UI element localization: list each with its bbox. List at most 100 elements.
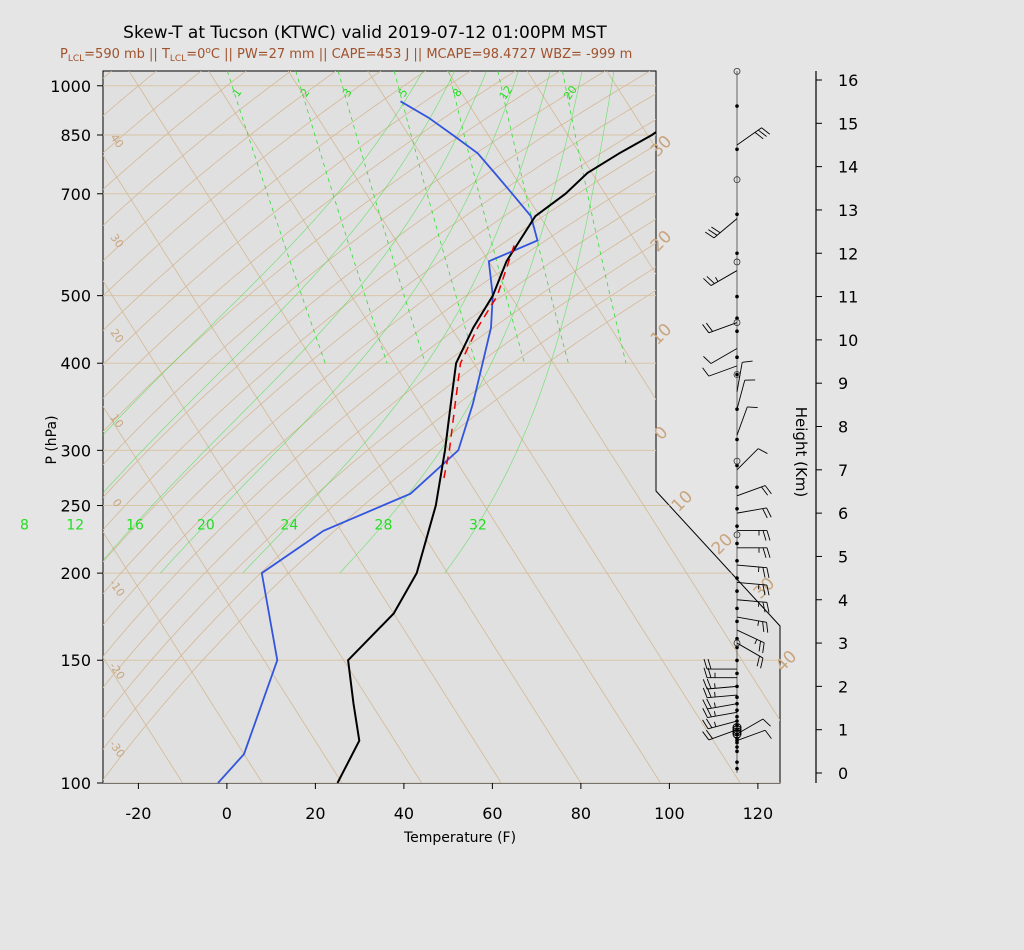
wind-barb-flag <box>705 322 713 332</box>
wind-barb-shaft <box>710 270 738 286</box>
info-plcl-value: =590 mb || <box>84 47 162 62</box>
info-tlcl-unit: C <box>211 47 220 62</box>
wind-level-dot <box>735 104 739 108</box>
wind-barb-flag <box>706 678 712 689</box>
wind-barb-shaft <box>708 729 738 741</box>
wind-barb-flag <box>766 584 770 596</box>
wind-barb-shaft <box>736 729 766 741</box>
dry-adiabat <box>103 71 471 783</box>
wind-barb-flag <box>742 360 753 363</box>
parcel-line <box>442 245 515 483</box>
wind-barb-half <box>714 721 717 727</box>
calm-wind-circle <box>732 723 742 733</box>
height-tick-label: 16 <box>838 71 858 90</box>
wind-barb-flag <box>702 699 708 710</box>
wind-barb-shaft <box>736 642 764 659</box>
height-tick-label: 13 <box>838 201 858 220</box>
wind-level-dot <box>735 506 739 511</box>
p-tick-label: 500 <box>60 287 91 306</box>
wind-level-dot <box>735 463 739 468</box>
wind-level-dot <box>735 576 739 580</box>
info-tlcl-symbol: T <box>161 47 170 62</box>
wind-barb-shaft <box>707 685 738 690</box>
wind-barb-flag <box>703 278 712 286</box>
wind-barbs <box>702 67 772 773</box>
dry-adiabat <box>103 71 740 783</box>
dry-adiabat <box>103 71 337 783</box>
height-tick-label: 5 <box>838 547 848 566</box>
wind-barb-flag <box>762 601 766 613</box>
wind-barb-flag <box>766 622 769 633</box>
moist-adiabat-label: 20 <box>197 517 215 533</box>
wind-barb-flag <box>766 547 771 558</box>
p-tick-label: 150 <box>60 651 91 670</box>
isotherm-line <box>103 71 422 783</box>
info-plcl-subscript: LCL <box>68 54 84 64</box>
height-tick-label: 9 <box>838 374 848 393</box>
height-tick-label: 11 <box>838 288 858 307</box>
dry-adiabat <box>103 71 202 783</box>
wind-barb-flag <box>764 729 772 739</box>
p-tick-label: 400 <box>60 354 91 373</box>
wind-barb-flag <box>761 486 769 496</box>
moist-adiabat <box>444 71 615 574</box>
chart-info-line: PLCL=590 mb || TLCL=0oC || PW=27 mm || C… <box>60 46 632 64</box>
wind-barb-half <box>715 277 719 282</box>
wind-barb-shaft <box>736 564 767 569</box>
wind-barb-shaft <box>736 616 767 623</box>
wind-barb-flag <box>706 707 712 718</box>
wind-level-dot <box>735 329 739 334</box>
wind-level-dot <box>735 671 739 676</box>
height-axis-label: Height (Km) <box>792 407 810 498</box>
wind-barb-flag <box>762 547 767 558</box>
wind-barb-shaft <box>707 711 738 719</box>
wind-barb-flag <box>762 567 766 578</box>
wind-barb-flag <box>703 356 712 364</box>
height-tick-label: 3 <box>838 634 848 653</box>
moist-adiabat <box>339 71 583 574</box>
wind-level-dot <box>735 147 739 152</box>
info-tlcl-value: =0 <box>186 47 205 62</box>
mixing-ratio-line <box>497 71 569 364</box>
isotherm-line <box>287 71 741 783</box>
wind-barb-flag <box>706 698 712 709</box>
calm-wind-circle <box>733 639 741 647</box>
x-tick-label: -20 <box>125 804 151 823</box>
dry-adiabat <box>103 71 426 783</box>
wind-barb-flag <box>756 655 760 667</box>
wind-barb-shaft <box>713 218 738 239</box>
wind-barb-shaft <box>736 127 762 146</box>
wind-level-dot <box>735 558 739 563</box>
wind-barb-half <box>757 620 760 626</box>
moist-adiabat <box>103 71 456 574</box>
wind-barb-shaft <box>736 718 764 735</box>
wind-barb-flag <box>702 708 708 718</box>
moist-adiabat <box>103 71 487 574</box>
dry-adiabat <box>103 71 780 783</box>
wind-level-dot <box>735 645 739 650</box>
x-tick-label: 0 <box>222 804 232 823</box>
wind-level-dot <box>735 316 739 321</box>
wind-level-dot <box>735 589 739 593</box>
wind-level-dot <box>735 708 739 712</box>
x-axis-label: Temperature (F) <box>403 830 516 846</box>
wind-barb-flag <box>711 226 721 234</box>
height-tick-label: 4 <box>838 591 848 610</box>
p-tick-label: 100 <box>60 774 91 793</box>
isotherm-line <box>103 71 263 783</box>
wind-barb-flag <box>702 687 708 698</box>
wind-barb-shaft <box>736 629 765 644</box>
wind-level-dot <box>735 294 739 299</box>
p-tick-label: 850 <box>60 126 91 145</box>
dry-adiabat <box>103 71 561 783</box>
wind-barb-flag <box>762 530 767 541</box>
wind-barb-flag <box>702 731 710 741</box>
wind-barb-shaft <box>707 720 738 730</box>
dry-adiabat <box>103 71 606 783</box>
y-axis-label: P (hPa) <box>44 415 60 464</box>
wind-barb-shaft <box>708 365 738 377</box>
height-tick-label: 6 <box>838 504 848 523</box>
calm-wind-circle <box>733 258 741 266</box>
height-tick-label: 7 <box>838 461 848 480</box>
mixing-ratio-line <box>448 71 525 364</box>
